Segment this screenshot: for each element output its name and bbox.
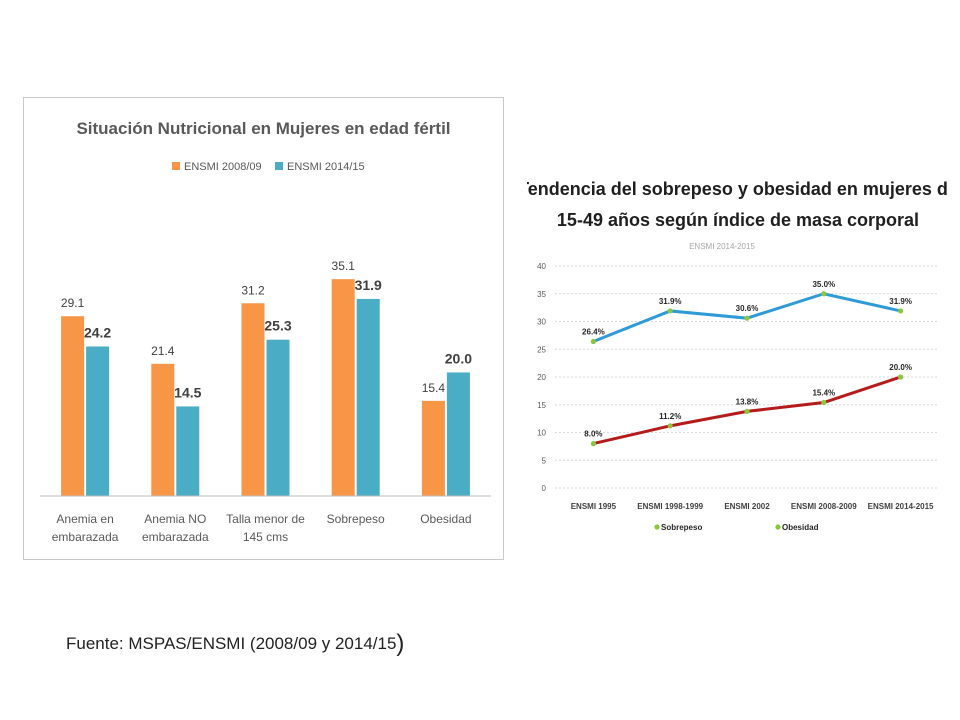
data-point [898, 374, 904, 380]
y-tick-label: 15 [537, 401, 546, 410]
bar-1-2 [151, 363, 175, 496]
data-point [744, 315, 750, 321]
x-tick-label: ENSMI 2014-2015 [868, 502, 934, 511]
trend-line-chart: Tendencia del sobrepeso y obesidad en mu… [518, 179, 958, 532]
legend-label: Sobrepeso [661, 523, 702, 532]
legend-label: Obesidad [782, 523, 819, 532]
bar-2-2 [176, 406, 200, 496]
bar-value-label: 29.1 [61, 296, 85, 310]
trend-line-chart-panel: Tendencia del sobrepeso y obesidad en mu… [518, 160, 958, 550]
bar-1-3 [241, 303, 265, 496]
bar-value-label: 20.0 [445, 350, 472, 366]
legend-label-2: ENSMI 2014/15 [287, 161, 365, 173]
bar-1-1 [61, 316, 85, 496]
legend-swatch-1 [172, 162, 180, 170]
data-point [590, 441, 596, 447]
bar-1-5 [421, 400, 445, 496]
data-label: 26.4% [582, 327, 605, 336]
bar-value-label: 25.3 [264, 318, 291, 334]
bar-chart-title: Situación Nutricional en Mujeres en edad… [76, 119, 450, 138]
y-tick-label: 20 [537, 373, 546, 382]
data-label: 13.8% [736, 397, 759, 406]
y-tick-label: 10 [537, 429, 546, 438]
bar-2-4 [356, 298, 380, 496]
y-tick-label: 35 [537, 290, 546, 299]
legend-marker-1 [654, 524, 660, 530]
source-note: Fuente: MSPAS/ENSMI (2008/09 y 2014/15) [66, 630, 404, 658]
source-text: Fuente: MSPAS/ENSMI (2008/09 y 2014/15 [66, 634, 397, 653]
y-tick-label: 40 [537, 262, 546, 271]
bar-1-4 [331, 279, 355, 496]
x-tick-label: ENSMI 1995 [571, 502, 617, 511]
source-close-paren: ) [396, 630, 405, 657]
data-point [667, 423, 673, 429]
data-label: 8.0% [584, 430, 602, 439]
bar-2-1 [86, 346, 110, 496]
bar-value-label: 21.4 [151, 344, 175, 358]
bar-category-label: embarazada [52, 530, 119, 544]
x-tick-label: ENSMI 2008-2009 [791, 502, 857, 511]
bar-2-5 [446, 372, 470, 496]
bar-category-label: Anemia en [56, 512, 113, 526]
bar-value-label: 35.1 [332, 259, 356, 273]
y-tick-label: 0 [542, 484, 547, 493]
bar-value-label: 31.9 [355, 277, 382, 293]
data-label: 35.0% [812, 280, 835, 289]
data-label: 31.9% [889, 297, 912, 306]
data-point [821, 399, 827, 406]
bar-value-label: 24.2 [84, 324, 111, 340]
x-tick-label: ENSMI 1998-1999 [637, 502, 703, 511]
data-point [821, 291, 827, 297]
data-label: 30.6% [736, 304, 759, 313]
data-label: 15.4% [812, 389, 835, 398]
bar-value-label: 15.4 [422, 381, 446, 395]
bar-category-label: embarazada [142, 530, 209, 544]
bar-category-label: Sobrepeso [327, 512, 385, 526]
x-tick-label: ENSMI 2002 [724, 502, 770, 511]
bar-category-label: 145 cms [243, 530, 288, 544]
legend-swatch-2 [275, 162, 283, 170]
data-label: 11.2% [659, 412, 681, 421]
bar-category-label: Anemia NO [144, 512, 206, 526]
y-tick-label: 30 [537, 318, 546, 327]
data-label: 31.9% [659, 297, 682, 306]
data-point [744, 408, 750, 415]
line-chart-title-line-1: Tendencia del sobrepeso y obesidad en mu… [527, 179, 947, 199]
y-tick-label: 25 [537, 345, 546, 354]
line-chart-title-line-2: 15-49 años según índice de masa corporal [557, 210, 919, 230]
bar-value-label: 31.2 [241, 283, 265, 297]
bar-2-3 [266, 339, 290, 496]
data-point [667, 308, 673, 314]
legend-label-1: ENSMI 2008/09 [184, 161, 262, 173]
bar-value-label: 14.5 [174, 384, 201, 400]
y-tick-label: 5 [542, 456, 547, 465]
data-point [590, 338, 596, 345]
line-chart-subtitle: ENSMI 2014-2015 [689, 242, 755, 251]
data-label: 20.0% [889, 363, 912, 372]
nutrition-bar-chart: Situación Nutricional en Mujeres en edad… [40, 119, 491, 544]
data-point [898, 308, 904, 314]
bar-category-label: Obesidad [420, 512, 471, 526]
bar-category-label: Talla menor de [226, 512, 305, 526]
nutrition-bar-chart-panel: Situación Nutricional en Mujeres en edad… [23, 97, 504, 560]
legend-marker-2 [775, 524, 781, 530]
